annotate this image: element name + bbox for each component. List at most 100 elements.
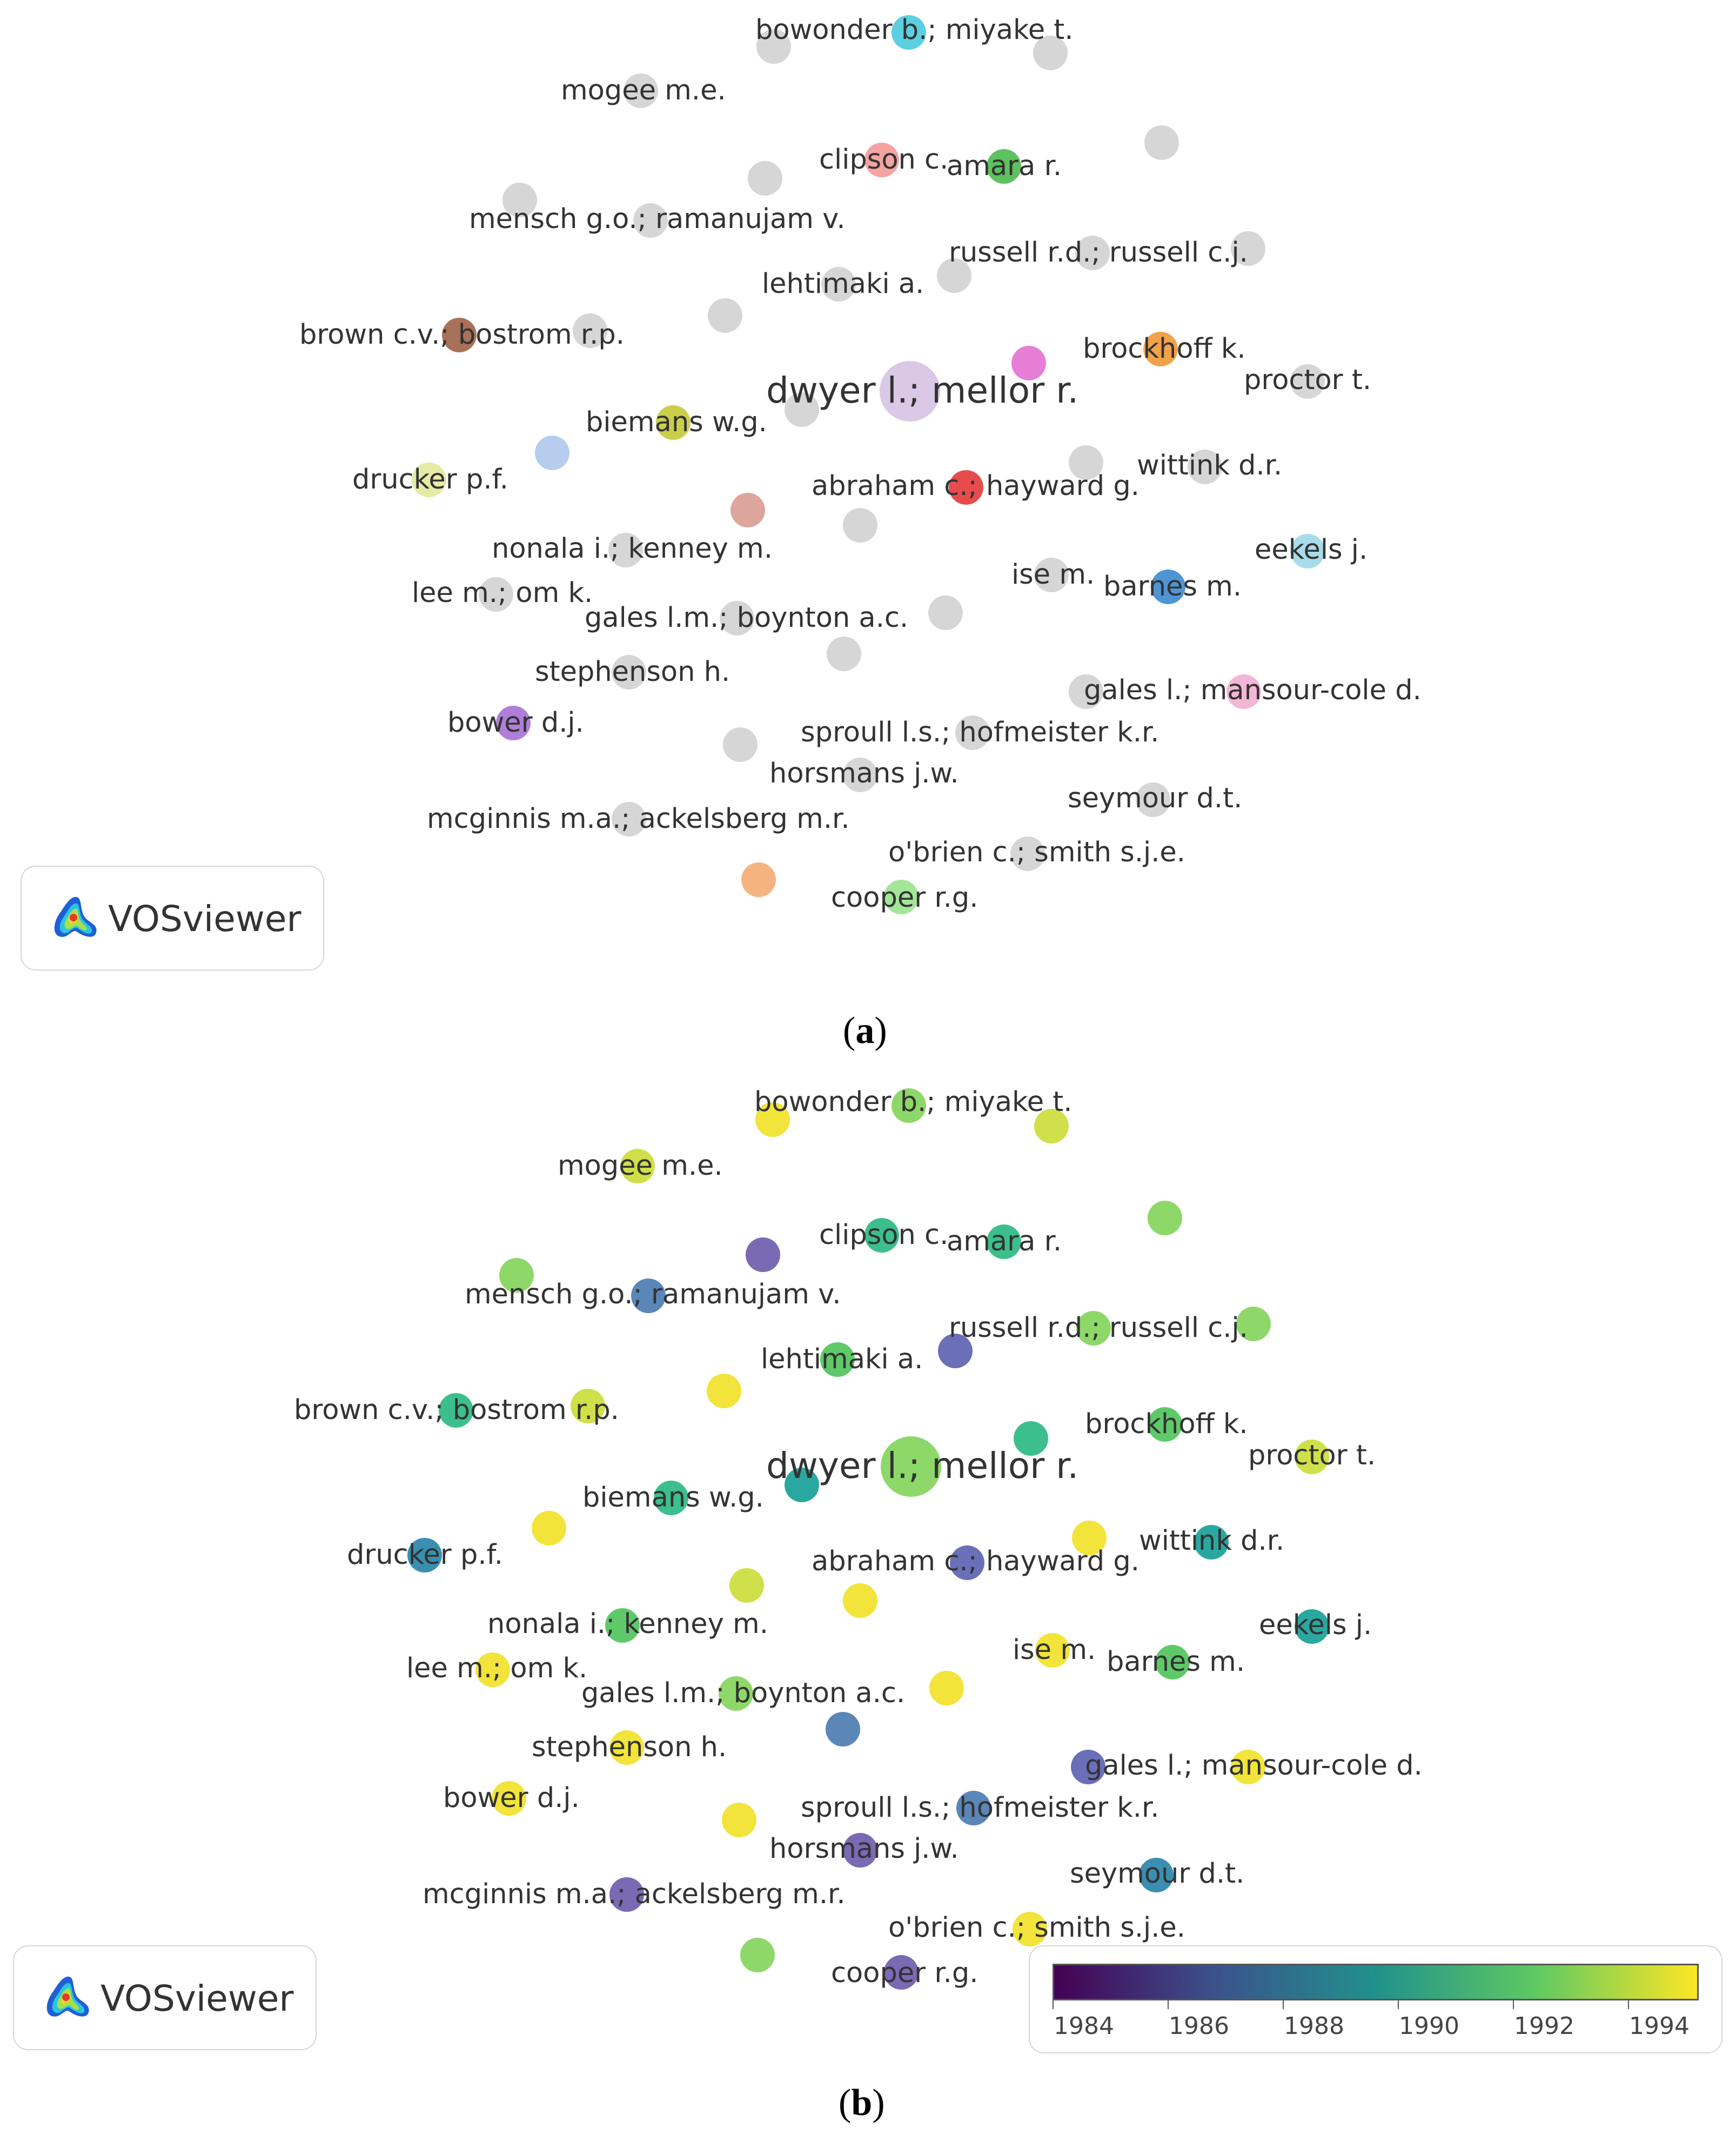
label-galesl[interactable]: gales l.; mansour-cole d. bbox=[1085, 1750, 1423, 1782]
node-mogee-b[interactable] bbox=[620, 1149, 655, 1183]
node-nonala-a[interactable] bbox=[608, 533, 643, 567]
label-dwyer[interactable]: dwyer l.; mellor r. bbox=[766, 370, 1079, 411]
label-amara[interactable]: amara r. bbox=[947, 150, 1062, 182]
label-clipson[interactable]: clipson c. bbox=[819, 144, 949, 176]
node-cooper-a[interactable] bbox=[884, 880, 919, 914]
label-bower[interactable]: bower d.j. bbox=[443, 1782, 580, 1814]
node-biemans-a[interactable] bbox=[656, 405, 691, 440]
label-barnes[interactable]: barnes m. bbox=[1103, 571, 1242, 603]
node-drucker-b[interactable] bbox=[407, 1538, 442, 1572]
label-mcginnis[interactable]: mcginnis m.a.; ackelsberg m.r. bbox=[423, 1878, 846, 1910]
node-horsmans-b[interactable] bbox=[843, 1833, 877, 1868]
label-galeslm[interactable]: gales l.m.; boynton a.c. bbox=[581, 1677, 906, 1709]
label-leem[interactable]: lee m.; om k. bbox=[412, 577, 593, 609]
node-grey-a[interactable] bbox=[843, 508, 877, 543]
label-drucker[interactable]: drucker p.f. bbox=[352, 464, 509, 496]
node-obrien-a[interactable] bbox=[1010, 836, 1045, 871]
node-grey-a[interactable] bbox=[573, 313, 607, 348]
node-grey-a[interactable] bbox=[708, 298, 742, 333]
node-lightgreen-b[interactable] bbox=[1148, 1201, 1182, 1235]
node-eekels-a[interactable] bbox=[1290, 534, 1325, 568]
node-lehtimaki-a[interactable] bbox=[821, 267, 856, 302]
node-orange-a[interactable] bbox=[741, 862, 776, 897]
node-bowonder-b[interactable] bbox=[892, 1088, 926, 1123]
node-purpleblue-b[interactable] bbox=[938, 1334, 973, 1368]
label-wittink[interactable]: wittink d.r. bbox=[1137, 450, 1283, 481]
node-galesl-b[interactable] bbox=[1231, 1750, 1265, 1784]
label-horsmans[interactable]: horsmans j.w. bbox=[769, 758, 959, 789]
node-yellowgreen-b[interactable] bbox=[729, 1568, 764, 1603]
label-cooper[interactable]: cooper r.g. bbox=[831, 1957, 978, 1989]
node-leem-a[interactable] bbox=[479, 577, 513, 612]
node-biemans-b[interactable] bbox=[654, 1481, 688, 1515]
node-yellow-b[interactable] bbox=[532, 1511, 566, 1545]
node-grey-a[interactable] bbox=[827, 637, 861, 671]
node-wittink-a[interactable] bbox=[1188, 450, 1222, 484]
node-lightgreen-b[interactable] bbox=[1236, 1307, 1271, 1341]
node-grey-a[interactable] bbox=[756, 29, 791, 64]
label-brown[interactable]: brown c.v.; bostrom r.p. bbox=[299, 319, 625, 351]
node-bower-b[interactable] bbox=[492, 1781, 526, 1816]
label-biemans[interactable]: biemans w.g. bbox=[586, 406, 767, 438]
node-wittink-b[interactable] bbox=[1194, 1525, 1229, 1560]
node-nonala-b[interactable] bbox=[605, 1608, 640, 1643]
node-clipson-b[interactable] bbox=[864, 1218, 899, 1253]
label-mensch[interactable]: mensch g.o.; ramanujam v. bbox=[465, 1279, 841, 1310]
node-sproull-a[interactable] bbox=[955, 715, 990, 750]
node-galesl-grey-a[interactable] bbox=[1069, 674, 1103, 709]
node-teal-b[interactable] bbox=[1014, 1421, 1048, 1456]
label-nonala[interactable]: nonala i.; kenney m. bbox=[492, 533, 773, 565]
node-eekels-b[interactable] bbox=[1295, 1609, 1329, 1644]
node-blue-a[interactable] bbox=[535, 436, 569, 470]
label-bower[interactable]: bower d.j. bbox=[447, 707, 584, 739]
node-abraham-b[interactable] bbox=[950, 1545, 984, 1580]
node-russell-a[interactable] bbox=[1075, 236, 1110, 270]
node-brown-a[interactable] bbox=[442, 318, 477, 352]
node-grey-a[interactable] bbox=[1144, 125, 1179, 160]
node-amara-b[interactable] bbox=[987, 1224, 1021, 1259]
label-obrien[interactable]: o'brien c.; smith s.j.e. bbox=[888, 1912, 1185, 1944]
label-lehtimaki[interactable]: lehtimaki a. bbox=[761, 1343, 923, 1375]
label-bowonder[interactable]: bowonder b.; miyake t. bbox=[755, 14, 1074, 46]
node-yellow-b[interactable] bbox=[707, 1374, 741, 1408]
node-purple-b[interactable] bbox=[746, 1237, 780, 1272]
node-lightgreen-b[interactable] bbox=[740, 1938, 775, 1972]
node-proctor-b[interactable] bbox=[1295, 1440, 1329, 1474]
label-clipson[interactable]: clipson c. bbox=[819, 1219, 949, 1251]
label-mogee[interactable]: mogee m.e. bbox=[558, 1150, 723, 1182]
label-russell[interactable]: russell r.d.; russell c.j. bbox=[949, 237, 1248, 269]
label-ise[interactable]: ise m. bbox=[1013, 1634, 1096, 1666]
node-pink-a[interactable] bbox=[1011, 346, 1046, 380]
node-seymour-a[interactable] bbox=[1136, 782, 1170, 817]
node-bowonder-a[interactable] bbox=[892, 15, 926, 50]
label-sproull[interactable]: sproull l.s.; hofmeister k.r. bbox=[801, 717, 1159, 748]
node-sproull-b[interactable] bbox=[956, 1791, 991, 1825]
node-amara-a[interactable] bbox=[987, 149, 1021, 184]
node-grey-a[interactable] bbox=[1231, 231, 1265, 266]
label-seymour[interactable]: seymour d.t. bbox=[1070, 1858, 1245, 1890]
node-barnes-b[interactable] bbox=[1155, 1645, 1190, 1679]
label-eekels[interactable]: eekels j. bbox=[1255, 534, 1368, 566]
label-proctor[interactable]: proctor t. bbox=[1248, 1440, 1376, 1471]
node-brown-b[interactable] bbox=[439, 1393, 473, 1428]
node-mensch-b[interactable] bbox=[631, 1279, 666, 1313]
node-obrien-b[interactable] bbox=[1013, 1912, 1047, 1946]
label-seymour[interactable]: seymour d.t. bbox=[1068, 782, 1243, 814]
node-yellow-b[interactable] bbox=[1072, 1521, 1107, 1555]
node-clipson-a[interactable] bbox=[864, 143, 899, 177]
label-galesl[interactable]: gales l.; mansour-cole d. bbox=[1084, 674, 1422, 706]
node-dwyer-b[interactable] bbox=[881, 1436, 941, 1497]
node-seymour-b[interactable] bbox=[1139, 1858, 1174, 1892]
label-lehtimaki[interactable]: lehtimaki a. bbox=[762, 268, 924, 300]
node-brockhoff-a[interactable] bbox=[1143, 332, 1178, 366]
node-bower-a[interactable] bbox=[496, 706, 531, 740]
label-horsmans[interactable]: horsmans j.w. bbox=[769, 1833, 959, 1865]
label-bowonder[interactable]: bowonder b.; miyake t. bbox=[754, 1086, 1073, 1118]
node-galesl-left-b[interactable] bbox=[1071, 1750, 1105, 1784]
node-horsmans-a[interactable] bbox=[843, 758, 877, 792]
node-grey-a[interactable] bbox=[748, 161, 782, 196]
node-mcginnis-b[interactable] bbox=[609, 1877, 644, 1912]
node-yellow-b[interactable] bbox=[843, 1583, 877, 1618]
node-grey-a[interactable] bbox=[1069, 445, 1103, 480]
node-leem-b[interactable] bbox=[475, 1652, 510, 1687]
